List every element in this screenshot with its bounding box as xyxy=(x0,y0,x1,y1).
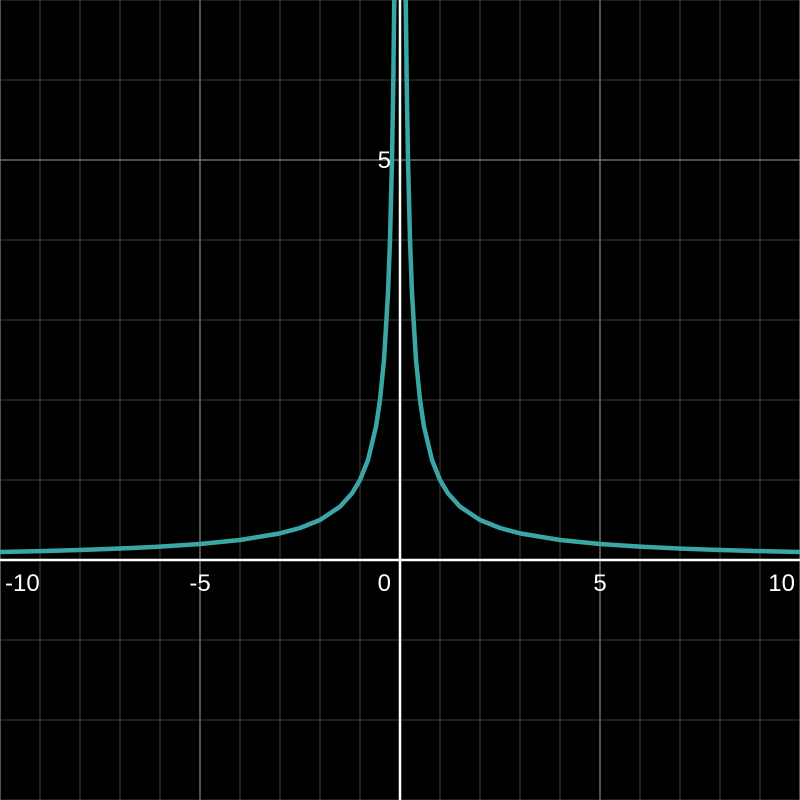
tick-labels: -10 -5 0 5 10 5 xyxy=(5,147,795,597)
curves xyxy=(0,0,800,555)
x-tick-label: 10 xyxy=(768,570,795,597)
curve-right-branch xyxy=(403,0,800,555)
x-tick-label: -5 xyxy=(189,570,210,597)
x-tick-label: -10 xyxy=(5,570,40,597)
x-tick-label: 5 xyxy=(593,570,606,597)
x-tick-label: 0 xyxy=(378,570,391,597)
curve-left-branch xyxy=(0,0,397,555)
y-tick-label: 5 xyxy=(378,147,391,174)
